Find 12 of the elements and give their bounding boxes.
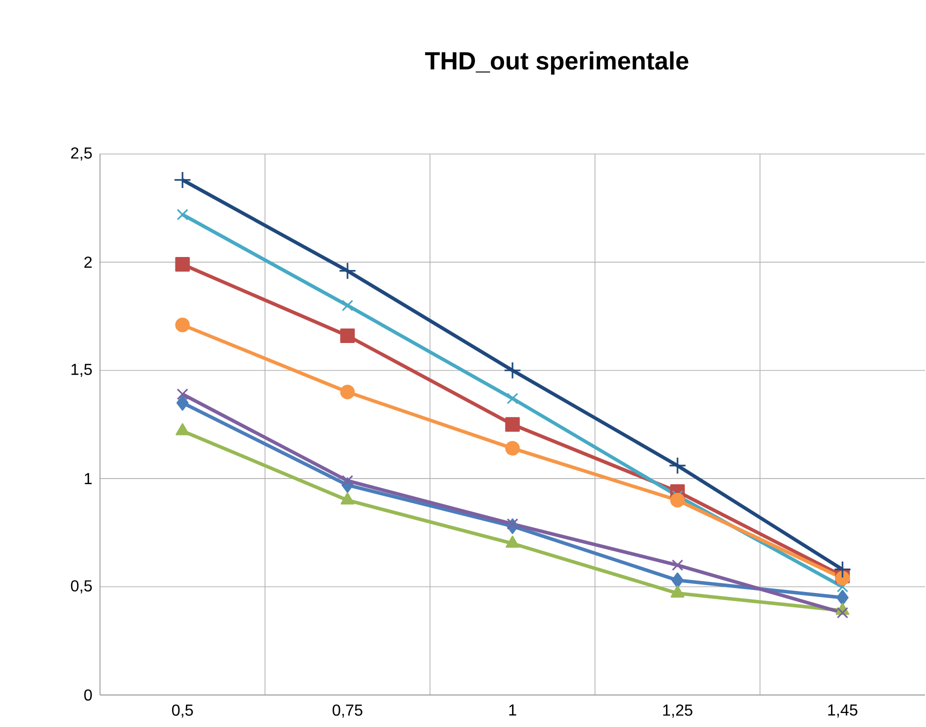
y-tick-label: 2,5 <box>71 147 92 161</box>
y-tick-label: 1,5 <box>72 364 92 377</box>
y-tick-label: 1 <box>84 473 92 484</box>
x-tick-label: 1,45 <box>828 704 858 718</box>
x-tick-label: 0,5 <box>172 704 193 718</box>
x-tick-label: 1 <box>509 704 516 716</box>
x-tick-label: 1,25 <box>663 704 692 718</box>
chart-title: THD_out sperimentale <box>425 51 688 75</box>
y-tick-label: 0,5 <box>70 580 92 594</box>
x-tick-label: 0,75 <box>332 704 362 718</box>
y-tick-label: 2 <box>84 256 92 268</box>
y-tick-label: 0 <box>84 689 92 701</box>
